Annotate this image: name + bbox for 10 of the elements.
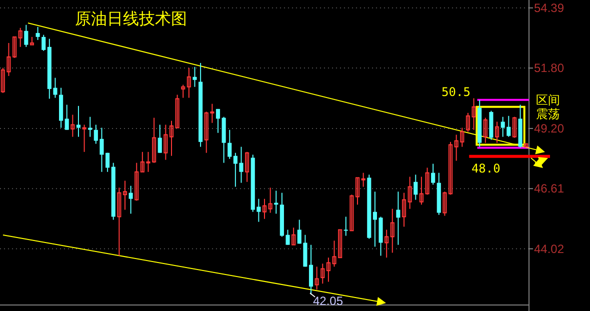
y-tick-label: 46.61	[534, 182, 564, 196]
text: 区间震荡	[536, 93, 560, 121]
y-tick-label: 44.02	[534, 242, 564, 256]
y-tick-label: 49.20	[534, 121, 564, 136]
y-tick-label: 54.39	[534, 0, 564, 15]
ref-line-label: 48.0	[471, 161, 500, 176]
annotation: 50.5	[442, 85, 470, 99]
text: 原油日线技术图	[75, 9, 187, 28]
y-tick-label: 51.80	[534, 61, 564, 76]
annotation: 42.05	[313, 294, 344, 308]
